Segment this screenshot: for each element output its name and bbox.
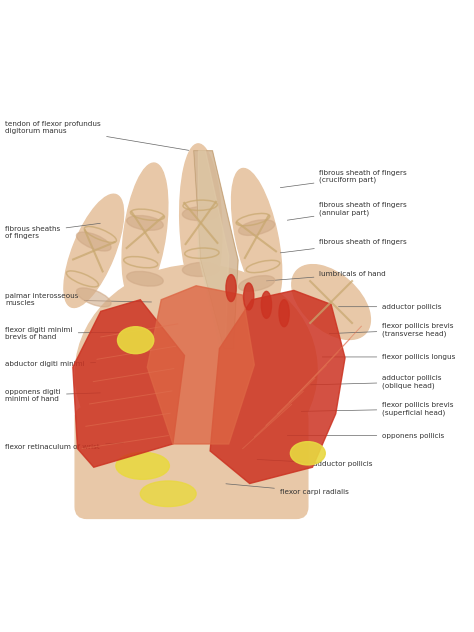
Text: flexor pollicis longus: flexor pollicis longus — [322, 354, 456, 360]
Text: fibrous sheath of fingers
(annular part): fibrous sheath of fingers (annular part) — [287, 202, 407, 220]
Ellipse shape — [182, 262, 219, 276]
Ellipse shape — [127, 271, 163, 286]
Text: adductor pollicis: adductor pollicis — [257, 459, 373, 467]
Ellipse shape — [116, 453, 169, 479]
Text: tendon of flexor profundus
digitorum manus: tendon of flexor profundus digitorum man… — [5, 121, 189, 150]
Ellipse shape — [238, 276, 275, 291]
FancyBboxPatch shape — [75, 407, 308, 518]
Ellipse shape — [75, 265, 317, 479]
Text: palmar interosseous
muscles: palmar interosseous muscles — [5, 293, 152, 307]
Polygon shape — [199, 151, 229, 344]
Polygon shape — [147, 286, 255, 444]
Ellipse shape — [238, 220, 275, 235]
Text: fibrous sheath of fingers: fibrous sheath of fingers — [280, 240, 407, 253]
Ellipse shape — [118, 327, 154, 354]
Ellipse shape — [76, 232, 111, 251]
Ellipse shape — [140, 481, 196, 507]
Ellipse shape — [244, 283, 254, 310]
Polygon shape — [194, 151, 238, 349]
Text: fibrous sheath of fingers
(cruciform part): fibrous sheath of fingers (cruciform par… — [280, 169, 407, 188]
Ellipse shape — [226, 274, 236, 301]
Text: adductor pollicis
(oblique head): adductor pollicis (oblique head) — [310, 375, 442, 389]
Polygon shape — [210, 291, 345, 483]
Ellipse shape — [182, 207, 219, 221]
Ellipse shape — [231, 169, 282, 305]
Text: flexor digiti minimi
brevis of hand: flexor digiti minimi brevis of hand — [5, 327, 119, 340]
Text: flexor retinaculum of wrist: flexor retinaculum of wrist — [5, 443, 124, 450]
Text: flexor carpi radialis: flexor carpi radialis — [226, 483, 349, 495]
Ellipse shape — [180, 144, 222, 302]
Ellipse shape — [292, 265, 370, 339]
Text: fibrous sheaths
of fingers: fibrous sheaths of fingers — [5, 223, 100, 239]
Text: lumbricals of hand: lumbricals of hand — [266, 271, 386, 281]
Ellipse shape — [261, 291, 272, 319]
Ellipse shape — [279, 300, 289, 327]
Text: abductor digiti minimi: abductor digiti minimi — [5, 361, 96, 367]
Text: flexor pollicis brevis
(transverse head): flexor pollicis brevis (transverse head) — [329, 323, 454, 337]
Ellipse shape — [127, 216, 163, 230]
Ellipse shape — [64, 194, 124, 308]
Text: opponens pollicis: opponens pollicis — [287, 432, 445, 439]
Text: flexor pollicis brevis
(superficial head): flexor pollicis brevis (superficial head… — [301, 403, 454, 416]
Ellipse shape — [122, 163, 168, 301]
Text: adductor pollicis: adductor pollicis — [338, 304, 442, 310]
Ellipse shape — [291, 442, 325, 465]
Ellipse shape — [76, 288, 111, 307]
Text: opponens digiti
minimi of hand: opponens digiti minimi of hand — [5, 389, 100, 401]
Polygon shape — [73, 300, 184, 467]
